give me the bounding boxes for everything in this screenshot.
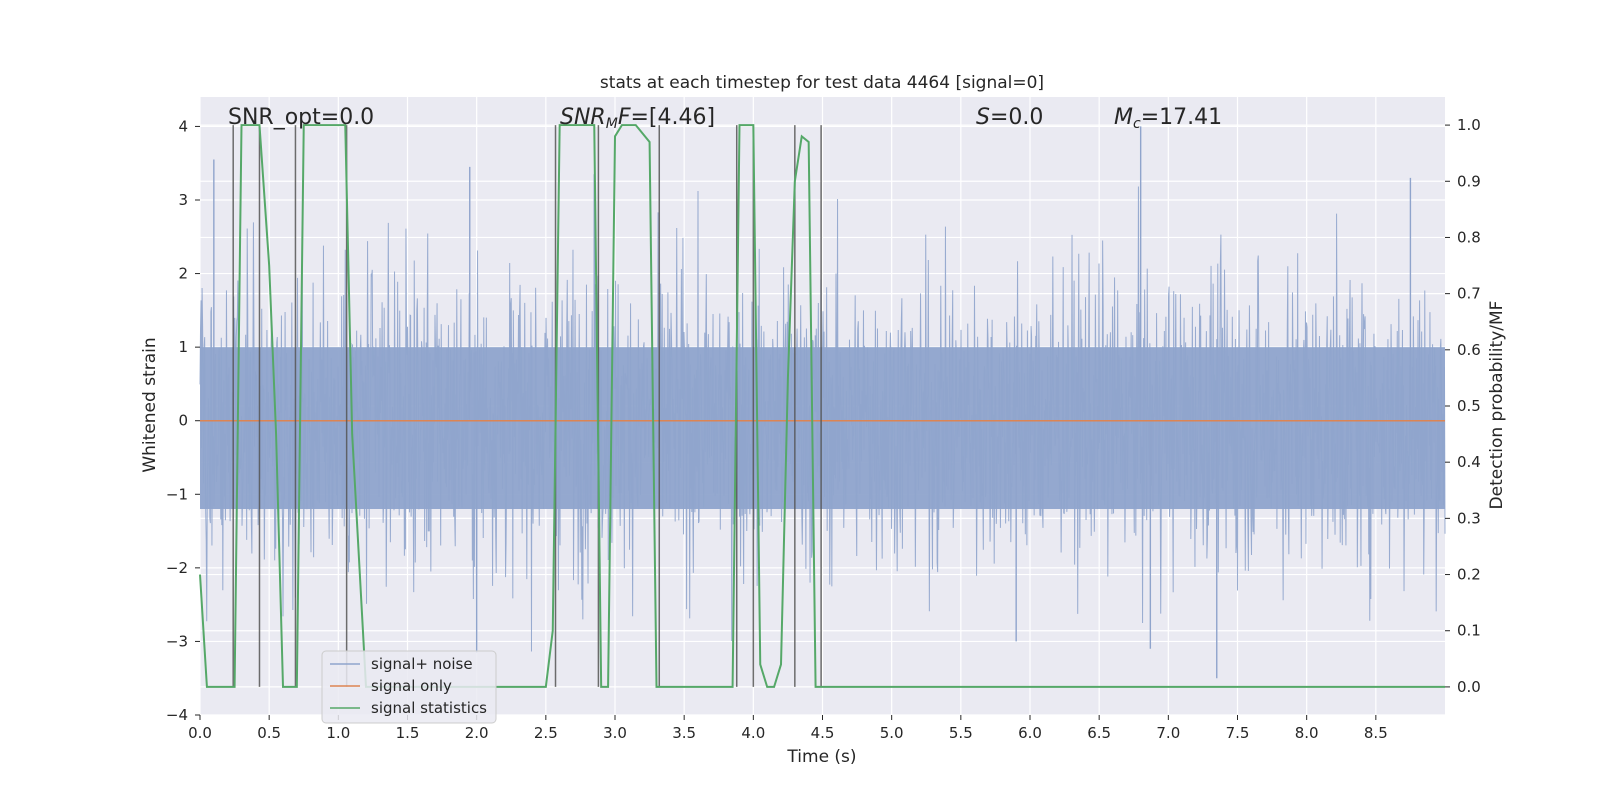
x-axis-ticks: 0.0 0.5 1.0 1.5 2.0 2.5 3.0 3.5 4.0 4.5 5.0 5.5 6.0 6…: [188, 715, 1388, 742]
x-tick-label-17: 8.5: [1364, 724, 1388, 742]
y2-tick-label-2: 0.2: [1457, 566, 1481, 584]
annotation-snr-opt: SNR_opt=0.0: [228, 105, 374, 130]
y-tick-label-0: −4: [166, 706, 188, 724]
y-tick-label-7: 3: [178, 191, 188, 209]
y2-tick-label-3: 0.3: [1457, 509, 1481, 527]
x-tick-label-8: 4.0: [741, 724, 765, 742]
y-tick-label-1: −3: [166, 632, 188, 650]
x-tick-label-7: 3.5: [672, 724, 696, 742]
y2-tick-label-8: 0.8: [1457, 228, 1481, 246]
noise-core-band: [200, 347, 1445, 509]
y2-tick-label-10: 1.0: [1457, 116, 1481, 134]
y2-tick-label-5: 0.5: [1457, 397, 1481, 415]
x-tick-label-3: 1.5: [396, 724, 420, 742]
annotation-snr-mf: SNRMF=[4.46]: [560, 105, 715, 132]
x-tick-label-0: 0.0: [188, 724, 212, 742]
signal-noise-series: [199, 126, 1446, 679]
y-axis-ticks: −4 −3 −2 −1 0 1 2 3 4: [166, 117, 200, 724]
annotation-snr-mf-tail: F: [618, 105, 631, 130]
y2-tick-label-4: 0.4: [1457, 453, 1481, 471]
x-tick-label-9: 4.5: [811, 724, 835, 742]
y2-tick-label-7: 0.7: [1457, 285, 1481, 303]
x-tick-label-1: 0.5: [257, 724, 281, 742]
y2-tick-label-0: 0.0: [1457, 678, 1481, 696]
y2-tick-label-1: 0.1: [1457, 622, 1481, 640]
annotation-s-value: =0.0: [990, 105, 1043, 130]
statistics-line: [199, 124, 1445, 688]
y-tick-label-5: 1: [178, 338, 188, 356]
y-tick-label-2: −2: [166, 559, 188, 577]
x-tick-label-4: 2.0: [465, 724, 489, 742]
annotation-snr-mf-base: SNR: [560, 105, 606, 130]
annotation-mc-value: =17.41: [1141, 105, 1222, 130]
annotation-mc-sub: c: [1133, 116, 1141, 132]
annotation-snr-mf-sub: M: [606, 116, 618, 132]
annotation-s: S=0.0: [976, 105, 1043, 130]
legend-label-noise: signal+ noise: [371, 655, 473, 673]
y-tick-label-6: 2: [178, 265, 188, 283]
x-tick-label-16: 8.0: [1295, 724, 1319, 742]
y2-axis-label: Detection probability/MF: [1487, 301, 1507, 510]
x-tick-label-10: 5.0: [880, 724, 904, 742]
annotation-snr-mf-value: =[4.46]: [630, 105, 715, 130]
x-tick-label-14: 7.0: [1156, 724, 1180, 742]
annotation-s-symbol: S: [976, 105, 990, 130]
x-tick-label-2: 1.0: [326, 724, 350, 742]
y2-tick-label-9: 0.9: [1457, 172, 1481, 190]
x-tick-label-12: 6.0: [1018, 724, 1042, 742]
x-tick-label-13: 6.5: [1087, 724, 1111, 742]
y-tick-label-4: 0: [178, 412, 188, 430]
x-tick-label-11: 5.5: [949, 724, 973, 742]
x-tick-label-6: 3.0: [603, 724, 627, 742]
legend: signal+ noise signal only signal statist…: [321, 650, 497, 724]
legend-label-statistics: signal statistics: [371, 699, 487, 717]
annotation-mc: Mc=17.41: [1114, 105, 1222, 132]
y-tick-label-3: −1: [166, 485, 188, 503]
y-tick-label-8: 4: [178, 117, 188, 135]
legend-box: [321, 650, 497, 724]
chart-title: stats at each timestep for test data 446…: [600, 73, 1044, 93]
annotation-mc-symbol: M: [1114, 105, 1133, 130]
x-axis-label: Time (s): [786, 747, 856, 767]
y2-tick-label-6: 0.6: [1457, 341, 1481, 359]
signal-statistics-series: [199, 124, 1445, 688]
y-axis-label: Whitened strain: [140, 337, 160, 472]
legend-label-signal-only: signal only: [371, 677, 452, 695]
x-tick-label-5: 2.5: [534, 724, 558, 742]
x-tick-label-15: 7.5: [1226, 724, 1250, 742]
y2-axis-ticks: 0.0 0.1 0.2 0.3 0.4 0.5 0.6 0.7 0.8 0.9 1.0: [1445, 116, 1481, 696]
